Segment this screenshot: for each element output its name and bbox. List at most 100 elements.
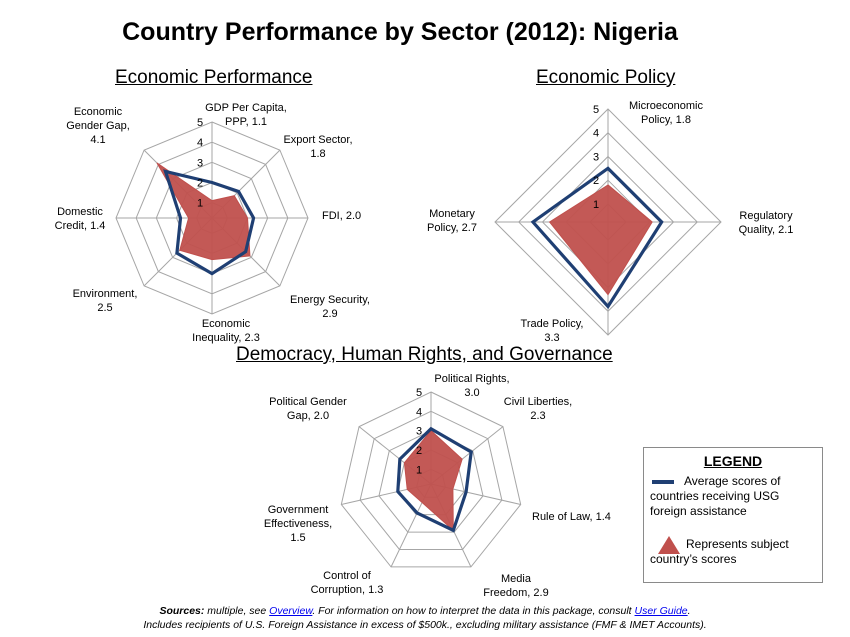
tick-label-2: 2 xyxy=(197,177,203,189)
axis-label-line: Effectiveness, xyxy=(264,518,332,530)
axis-label-line: 2.5 xyxy=(97,302,112,314)
axis-label-line: Environment, xyxy=(73,288,138,300)
subject-series-area xyxy=(403,429,463,532)
legend-average-line2: countries receiving USG xyxy=(650,489,780,503)
axis-label-line: Export Sector, xyxy=(283,134,352,146)
footer-sources-label: Sources: xyxy=(159,605,205,617)
economic-policy-title: Economic Policy xyxy=(536,67,676,88)
axis-label-line: Civil Liberties, xyxy=(504,396,572,408)
axis-label-line: Microeconomic xyxy=(629,100,703,112)
axis-label-2: Export Sector, 1.8 xyxy=(283,134,352,160)
axis-label-6: Government Effectiveness, 1.5 xyxy=(264,504,332,544)
axis-label-line: 1.5 xyxy=(290,532,305,544)
axis-label-line: 2.9 xyxy=(322,308,337,320)
axis-label-3: FDI, 2.0 xyxy=(322,210,361,222)
tick-label-3: 3 xyxy=(593,151,599,163)
axis-label-line: Gap, 2.0 xyxy=(287,410,329,422)
economic-performance-title: Economic Performance xyxy=(115,67,313,88)
tick-label-2: 2 xyxy=(593,175,599,187)
footer-mid-text: . For information on how to interpret th… xyxy=(312,605,635,617)
axis-label-line: Political Rights, xyxy=(434,373,509,385)
legend-average-line-swatch xyxy=(652,480,674,484)
axis-label-line: Economic xyxy=(202,318,251,330)
axis-label-1: Political Rights, 3.0 xyxy=(434,373,509,399)
legend-subject-triangle-swatch xyxy=(658,536,680,554)
axis-label-line: 3.0 xyxy=(464,387,479,399)
legend-subject-line1: Represents subject xyxy=(686,537,789,551)
axis-label-line: Political Gender xyxy=(269,396,347,408)
grid-ring-5 xyxy=(340,391,522,568)
tick-label-4: 4 xyxy=(416,406,422,418)
tick-label-3: 3 xyxy=(197,157,203,169)
tick-label-1: 1 xyxy=(197,198,203,210)
axis-label-line: Regulatory xyxy=(739,210,793,222)
average-series-line xyxy=(396,426,473,533)
axis-label-2: Civil Liberties, 2.3 xyxy=(504,396,572,422)
legend-average-line3: foreign assistance xyxy=(650,504,747,518)
axis-label-4: Media Freedom, 2.9 xyxy=(483,573,548,599)
axis-label-5: Economic Inequality, 2.3 xyxy=(192,318,260,344)
axis-label-line: Policy, 2.7 xyxy=(427,222,477,234)
footer-sources-text: multiple, see xyxy=(204,605,270,617)
overview-link[interactable]: Overview xyxy=(269,605,313,617)
subject-series-area xyxy=(548,184,653,296)
legend-subject-text: Represents subject country’s scores xyxy=(650,537,820,567)
footer: Sources: multiple, see Overview. For inf… xyxy=(0,604,850,632)
axis-label-line: Gender Gap, xyxy=(66,120,130,132)
page-title: Country Performance by Sector (2012): Ni… xyxy=(122,18,678,46)
tick-label-3: 3 xyxy=(416,426,422,438)
axis-label-5: Control of Corruption, 1.3 xyxy=(311,570,384,596)
axis-label-line: Domestic xyxy=(57,206,103,218)
tick-label-1: 1 xyxy=(416,464,422,476)
axis-label-line: Freedom, 2.9 xyxy=(483,587,548,599)
axis-label-line: Monetary xyxy=(429,208,475,220)
axis-label-6: Environment, 2.5 xyxy=(73,288,138,314)
axis-label-2: Regulatory Quality, 2.1 xyxy=(739,210,794,236)
user-guide-link[interactable]: User Guide xyxy=(634,605,688,617)
axis-label-line: FDI, 2.0 xyxy=(322,210,361,222)
axis-label-line: Control of xyxy=(323,570,372,582)
axis-label-line: Inequality, 2.3 xyxy=(192,332,260,344)
average-series-line xyxy=(530,166,664,310)
axis-label-8: Economic Gender Gap, 4.1 xyxy=(66,106,130,146)
axis-label-line: 3.3 xyxy=(544,332,559,344)
axis-label-1: Microeconomic Policy, 1.8 xyxy=(629,100,703,126)
legend-average-line1: Average scores of xyxy=(684,474,781,488)
axis-label-line: 4.1 xyxy=(90,134,105,146)
axis-label-4: Monetary Policy, 2.7 xyxy=(427,208,477,234)
tick-label-1: 1 xyxy=(593,199,599,211)
axis-label-line: Policy, 1.8 xyxy=(641,114,691,126)
axis-label-3: Rule of Law, 1.4 xyxy=(532,511,611,523)
legend-subject-line2: country’s scores xyxy=(650,552,737,566)
axis-label-line: Quality, 2.1 xyxy=(739,224,794,236)
axis-label-7: Domestic Credit, 1.4 xyxy=(55,206,106,232)
axis-label-line: GDP Per Capita, xyxy=(205,102,287,114)
axis-label-7: Political Gender Gap, 2.0 xyxy=(269,396,347,422)
axis-label-line: Corruption, 1.3 xyxy=(311,584,384,596)
footer-end-text: . xyxy=(687,605,691,617)
axis-label-line: Energy Security, xyxy=(290,294,370,306)
subject-series-area xyxy=(156,162,251,261)
tick-label-2: 2 xyxy=(416,445,422,457)
footer-line2: Includes recipients of U.S. Foreign Assi… xyxy=(143,619,707,631)
legend: LEGEND Average scores of countries recei… xyxy=(643,447,823,583)
axis-label-line: Credit, 1.4 xyxy=(55,220,106,232)
axis-label-line: PPP, 1.1 xyxy=(225,116,267,128)
axis-label-line: 1.8 xyxy=(310,148,325,160)
radar-chart-2: 1 2 3 4 5 Microeconomic Policy, 1.8 Regulatory Q… xyxy=(427,100,793,344)
axis-label-line: Rule of Law, 1.4 xyxy=(532,511,611,523)
tick-label-4: 4 xyxy=(197,137,203,149)
axis-label-line: Economic xyxy=(74,106,123,118)
legend-average-text: Average scores of countries receiving US… xyxy=(650,474,816,519)
democracy-governance-title: Democracy, Human Rights, and Governance xyxy=(236,344,613,365)
axis-label-line: Media xyxy=(501,573,532,585)
tick-label-5: 5 xyxy=(416,387,422,399)
axis-label-1: GDP Per Capita, PPP, 1.1 xyxy=(205,102,287,128)
radar-chart-3: 1 2 3 4 5 Political Rights, 3.0 Civil Liberties… xyxy=(264,373,611,599)
legend-title: LEGEND xyxy=(703,453,763,469)
tick-label-5: 5 xyxy=(593,104,599,116)
axis-label-line: Government xyxy=(268,504,329,516)
axis-label-3: Trade Policy, 3.3 xyxy=(521,318,584,344)
footer-line1: Sources: multiple, see Overview. For inf… xyxy=(0,604,850,618)
